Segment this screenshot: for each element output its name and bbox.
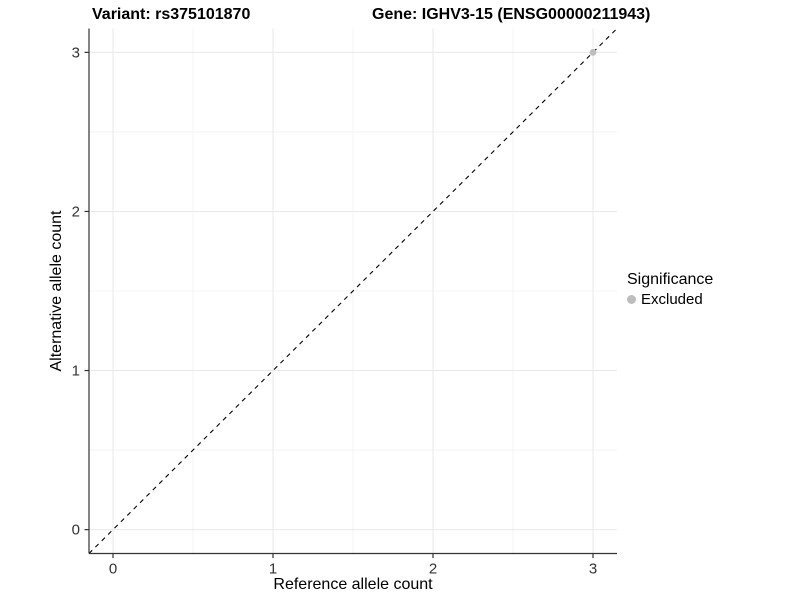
y-axis-title: Alternative allele count	[48, 210, 65, 372]
x-tick-label: 0	[109, 561, 117, 578]
x-tick-label: 1	[269, 561, 277, 578]
variant-title: Variant: rs375101870	[92, 6, 251, 23]
gene-title: Gene: IGHV3-15 (ENSG00000211943)	[372, 6, 651, 23]
legend-title: Significance	[627, 271, 714, 288]
data-point-excluded	[589, 48, 597, 56]
y-tick-label: 3	[72, 44, 80, 61]
legend-item-excluded: Excluded	[627, 291, 713, 308]
x-axis-title: Reference allele count	[273, 576, 433, 593]
x-tick-label: 3	[589, 561, 597, 578]
y-tick-label: 0	[72, 522, 80, 539]
excluded-point-icon	[627, 295, 636, 304]
y-tick-label: 2	[72, 203, 80, 220]
legend: Significance Excluded	[627, 271, 713, 308]
identity-line	[88, 28, 618, 554]
x-tick-label: 2	[429, 561, 437, 578]
legend-item-label: Excluded	[641, 291, 703, 308]
y-tick-label: 1	[72, 363, 80, 380]
